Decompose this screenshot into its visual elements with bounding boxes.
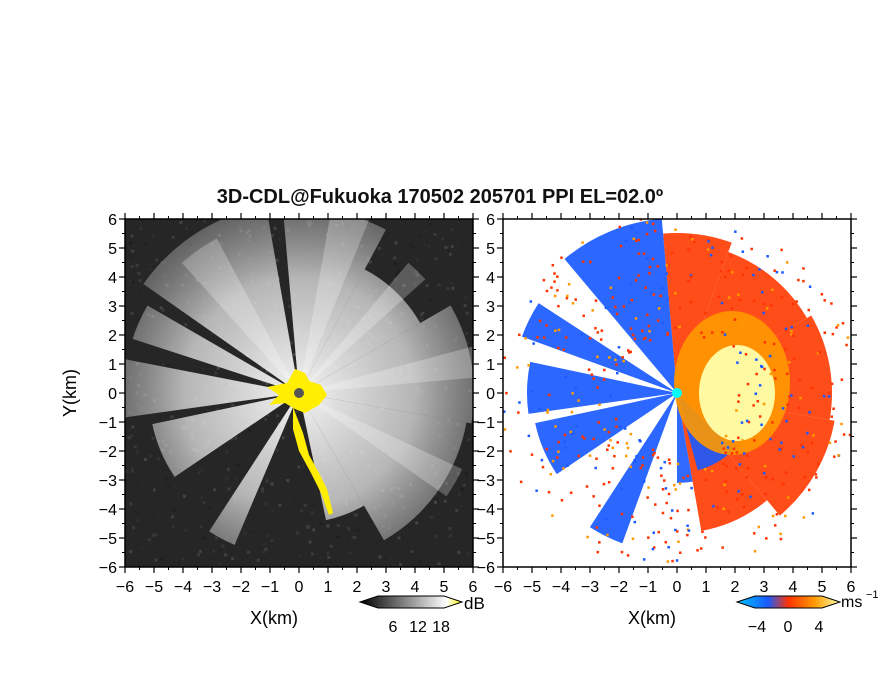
beam [299,219,370,393]
x-tick-label: 1 [702,579,711,596]
velocity-echo [503,219,851,563]
y-tick-label: −4 [477,502,495,519]
y-tick-label: −5 [99,531,117,548]
x-tick-label: −5 [523,579,541,596]
colorbar-tick-label: 12 [409,619,427,636]
y-tick-label: 2 [486,328,495,345]
beam [564,219,677,393]
y-tick-label: 1 [486,357,495,374]
radar-site-marker [294,388,304,398]
x-tick-label: 0 [673,579,682,596]
beam [521,303,677,393]
y-tick-label: 4 [486,270,495,287]
y-tick-label: −6 [99,560,117,577]
colorbar-unit-exponent: −1 [866,589,879,601]
colorbar-tick-label: 0 [784,619,793,636]
y-tick-label: 0 [486,386,495,403]
y-tick-label: 6 [486,212,495,229]
echo-beams [125,219,473,545]
velocity-panel [503,219,851,567]
x-tick-label: 3 [760,579,769,596]
beam [299,346,473,393]
y-tick-label: −2 [477,444,495,461]
beam [299,393,364,521]
x-tick-label: −6 [116,579,134,596]
x-tick-label: 5 [440,579,449,596]
beam [152,393,299,477]
x-tick-label: −4 [174,579,192,596]
beam [299,393,463,497]
beam [589,393,677,544]
x-tick-label: 5 [818,579,827,596]
right-axes: −6 −5 −4 −3 −2 −1 0 1 2 3 4 5 6 −6 −5 −4 −3 −2 −1 0 1 2 3 4 5 6 X(… [477,212,857,628]
y-tick-label: 1 [108,357,117,374]
colorbar-bar [358,595,464,609]
x-tick-label: 3 [382,579,391,596]
velocity-colorbar: ms −1 −4 0 4 [735,589,879,636]
radar-site-marker [672,388,682,398]
colorbar-unit: dB [464,594,485,613]
x-tick-label: −2 [610,579,628,596]
x-tick-label: 1 [324,579,333,596]
x-tick-label: 4 [411,579,420,596]
y-tick-label: 5 [108,241,117,258]
x-tick-label: −3 [203,579,221,596]
x-tick-label: 2 [353,579,362,596]
colorbar-tick-label: 6 [389,619,398,636]
beam [299,393,467,541]
x-tick-label: −1 [261,579,279,596]
y-axis-label: Y(km) [60,369,80,417]
x-tick-label: −3 [581,579,599,596]
y-tick-label: −3 [477,473,495,490]
y-tick-label: 2 [108,328,117,345]
y-tick-label: −1 [477,415,495,432]
x-tick-label: 6 [847,579,856,596]
speckle [503,219,851,563]
y-tick-label: −6 [477,560,495,577]
colorbar-tick-label: −4 [748,619,766,636]
x-tick-label: 6 [469,579,478,596]
beam [535,393,677,475]
x-tick-label: −6 [494,579,512,596]
colorbar-bar [735,595,842,609]
beam [527,361,677,414]
y-tick-label: 0 [108,386,117,403]
y-tick-label: −5 [477,531,495,548]
beam [299,269,421,393]
x-tick-label: 0 [295,579,304,596]
x-tick-label: −5 [145,579,163,596]
beam [299,305,473,424]
y-tick-label: 3 [486,299,495,316]
beam [125,359,299,418]
left-axes: −6 −5 −4 −3 −2 −1 0 1 2 3 4 5 6 −6 −5 −4 −3 −2 −1 0 1 2 3 4 5 6 X(… [60,212,479,628]
colorbar-tick-label: 4 [815,619,824,636]
colorbar-unit: ms [841,594,862,611]
y-tick-label: 4 [108,270,117,287]
beam [143,219,299,393]
y-tick-label: −3 [99,473,117,490]
beam [132,305,299,393]
y-tick-label: 3 [108,299,117,316]
beam [209,393,299,545]
x-tick-label: −2 [232,579,250,596]
beam [299,262,426,393]
intensity-colorbar: dB 6 12 18 [358,594,485,636]
x-tick-label: −4 [552,579,570,596]
x-axis-label: X(km) [628,608,676,628]
beam [181,238,299,393]
y-tick-label: −1 [99,415,117,432]
x-axis-label: X(km) [250,608,298,628]
x-tick-label: −1 [639,579,657,596]
y-tick-label: −2 [99,444,117,461]
x-tick-label: 4 [789,579,798,596]
intensity-panel [125,219,473,567]
figure-title: 3D-CDL@Fukuoka 170502 205701 PPI EL=02.0… [216,186,664,208]
x-tick-label: 2 [731,579,740,596]
y-tick-label: 5 [486,241,495,258]
y-tick-label: −4 [99,502,117,519]
beam [283,219,386,393]
y-tick-label: 6 [108,212,117,229]
colorbar-tick-label: 18 [432,619,450,636]
